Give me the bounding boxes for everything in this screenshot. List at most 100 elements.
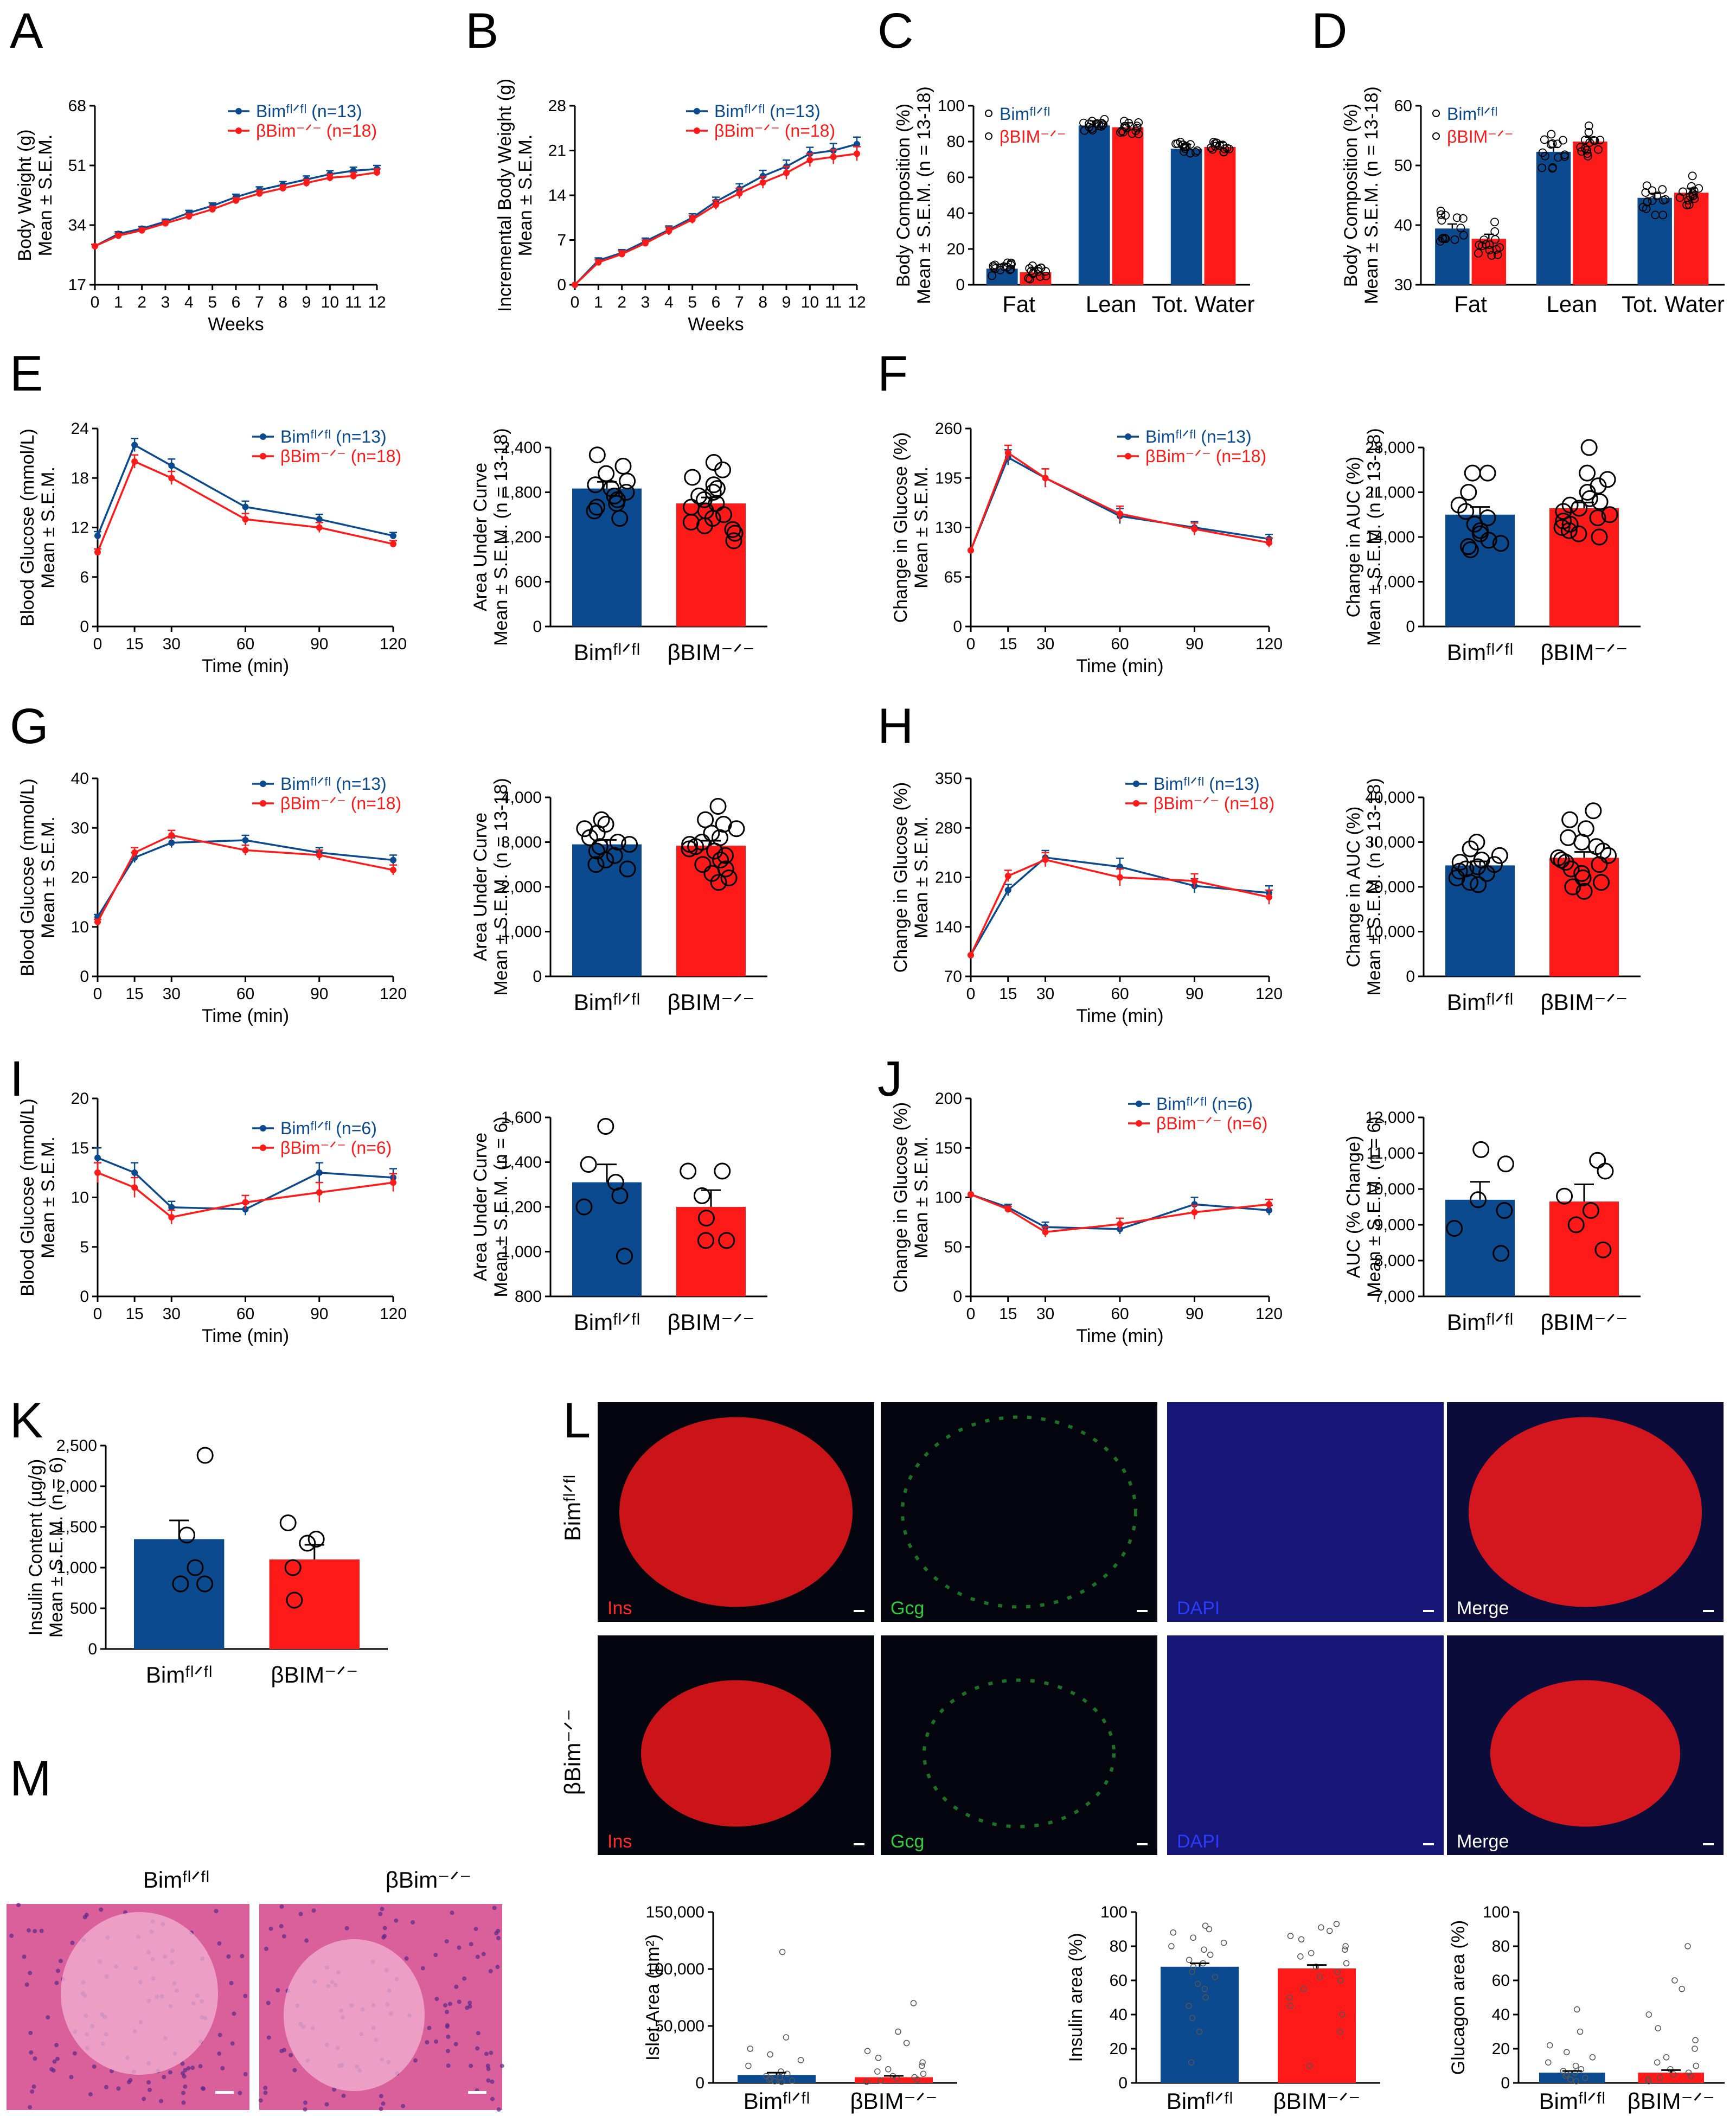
L3-scatter-point [1545,2059,1552,2066]
he-nucleus [263,2086,268,2091]
G1-ylabel-1: Blood Glucose (mmol/L) [17,778,38,976]
B-xtick-label: 7 [735,293,744,311]
he-nucleus [264,1946,268,1951]
G1-series-line-control [97,839,394,918]
he-nucleus [341,2093,346,2098]
G1-ytick-label: 10 [71,918,89,936]
E2-ytick-label: 600 [515,573,542,591]
D-scatter-point [1684,200,1694,209]
L1-scatter-point [919,2062,925,2069]
J2-ytick-label: 12,000 [1365,1109,1415,1127]
B-xtick-label: 11 [825,293,842,311]
D-scatter-point [1474,248,1483,258]
E1-xtick-label: 0 [93,635,103,653]
H1-data-point [1266,894,1272,900]
D-scatter-point [1688,189,1697,198]
he-title-knockout: βBim⁻ᐟ⁻ [386,1867,472,1893]
C-legend-marker [985,132,992,140]
L1-scatter-point [797,2057,804,2063]
H1-data-point [1004,886,1011,893]
he-nucleus [198,2064,203,2069]
F1-ytick-label: 65 [944,568,962,586]
G2-scatter-point [703,865,721,882]
K-ytick-label: 1,500 [56,1518,97,1536]
J2-bar-control [1445,1199,1515,1296]
A-data-point [256,190,263,197]
H1-series-line-control [970,856,1270,956]
C-scatter-point [1079,118,1088,127]
I2-scatter-point [718,1232,735,1249]
L1-scatter-point [778,2079,785,2085]
E1-data-point [242,503,249,510]
H1-data-point [1117,874,1123,881]
D-scatter-point [1638,203,1648,212]
G2-scatter-point [587,856,605,873]
K-ytick-label: 1,000 [56,1559,97,1577]
L2-scatter-point [1207,1952,1214,1958]
E1-ylabel-2: Mean ± S.E.M. [38,466,59,589]
D-legend-label: βBIM⁻ᐟ⁻ [1447,127,1514,146]
L2-scatter-point [1337,1977,1344,1984]
I1-ytick-label: 10 [71,1189,89,1207]
D-scatter-point [1688,171,1697,181]
he-nucleus [344,1926,349,1930]
L3-scatter-point [1679,1986,1685,1992]
C-ylabel-1: Body Composition (%) [893,104,914,287]
L3-ytick-label: 40 [1492,2006,1510,2024]
panel-label-a: A [10,3,43,59]
I2-ylabel-1: Area Under Curve [470,1133,491,1281]
he-nucleus [279,1904,284,1909]
he-nucleus [9,1933,14,1938]
G2-ylabel-2: Mean ± S.E.M. (n = 13-18) [491,778,511,995]
he-nucleus [413,2058,418,2063]
B-data-point [572,282,578,288]
H1-data-point [1191,878,1198,885]
L3-scatter-point [1645,2078,1652,2085]
he-nucleus [489,2050,494,2055]
J2-bar-knockout [1549,1201,1619,1296]
he-nucleus [238,2091,242,2095]
G2-ytick-label: 4,000 [501,789,542,807]
he-nucleus [104,2085,108,2089]
G2-scatter-point [710,874,727,891]
he-nucleus [496,1935,501,1940]
C-category-label: Fat [1002,291,1035,317]
L3-scatter-point [1654,2059,1661,2066]
F2-scatter-point [1460,484,1477,501]
F1-ytick-label: 260 [935,420,962,438]
K-ytick-label: 2,000 [56,1478,97,1495]
he-nucleus [266,2035,271,2040]
L1-scatter-point [910,2000,917,2006]
J1-legend-label: Bimᶠˡᐟᶠˡ (n=6) [1156,1094,1253,1114]
C-ylabel-2: Mean ± S.E.M. (n = 13-18) [914,86,934,304]
H2-category-label: βBIM⁻ᐟ⁻ [1541,989,1628,1015]
L2-category-label: Bimᶠˡᐟᶠˡ [1167,2088,1233,2114]
chart-l2: 0 20 40 60 80 100 Insulin area (%) Bimᶠˡᐟᶠˡ βBIM… [1066,1903,1380,2114]
F1-data-point [1004,449,1011,456]
E2-category-label: Bimᶠˡᐟᶠˡ [574,640,640,665]
C-scatter-point [1120,117,1129,126]
A-legend-label: Bimᶠˡᐟᶠˡ (n=13) [256,101,362,121]
H1-ytick-label: 70 [944,968,962,986]
F1-ylabel-2: Mean ± S.E.M. [911,466,932,589]
B-ylabel-2: Mean ± S.E.M. [515,135,536,257]
I2-category-label: βBIM⁻ᐟ⁻ [668,1309,755,1335]
B-xtick-label: 8 [758,293,767,311]
he-nucleus [289,2053,293,2057]
G1-legend-label: βBim⁻ᐟ⁻ (n=18) [280,794,401,813]
I1-legend-marker [260,1125,266,1131]
H2-scatter-point [1574,870,1592,886]
L1-scatter-point [783,2034,790,2041]
F2-ylabel-1: Change in AUC (%) [1343,457,1364,618]
I1-xlabel: Time (min) [202,1326,289,1346]
I2-scatter-point [616,1248,633,1265]
he-nucleus [445,2023,450,2028]
chart-i1: 0 5 10 15 20 Blood Glucose (mmol/L) Mean ± S.E… [17,1090,407,1346]
he-nucleus [499,2063,504,2068]
D-scatter-point [1493,250,1502,259]
he-nucleus [443,2003,447,2008]
he-nucleus [31,2084,36,2089]
he-nucleus [33,1929,37,1934]
D-scatter-point [1490,218,1499,227]
